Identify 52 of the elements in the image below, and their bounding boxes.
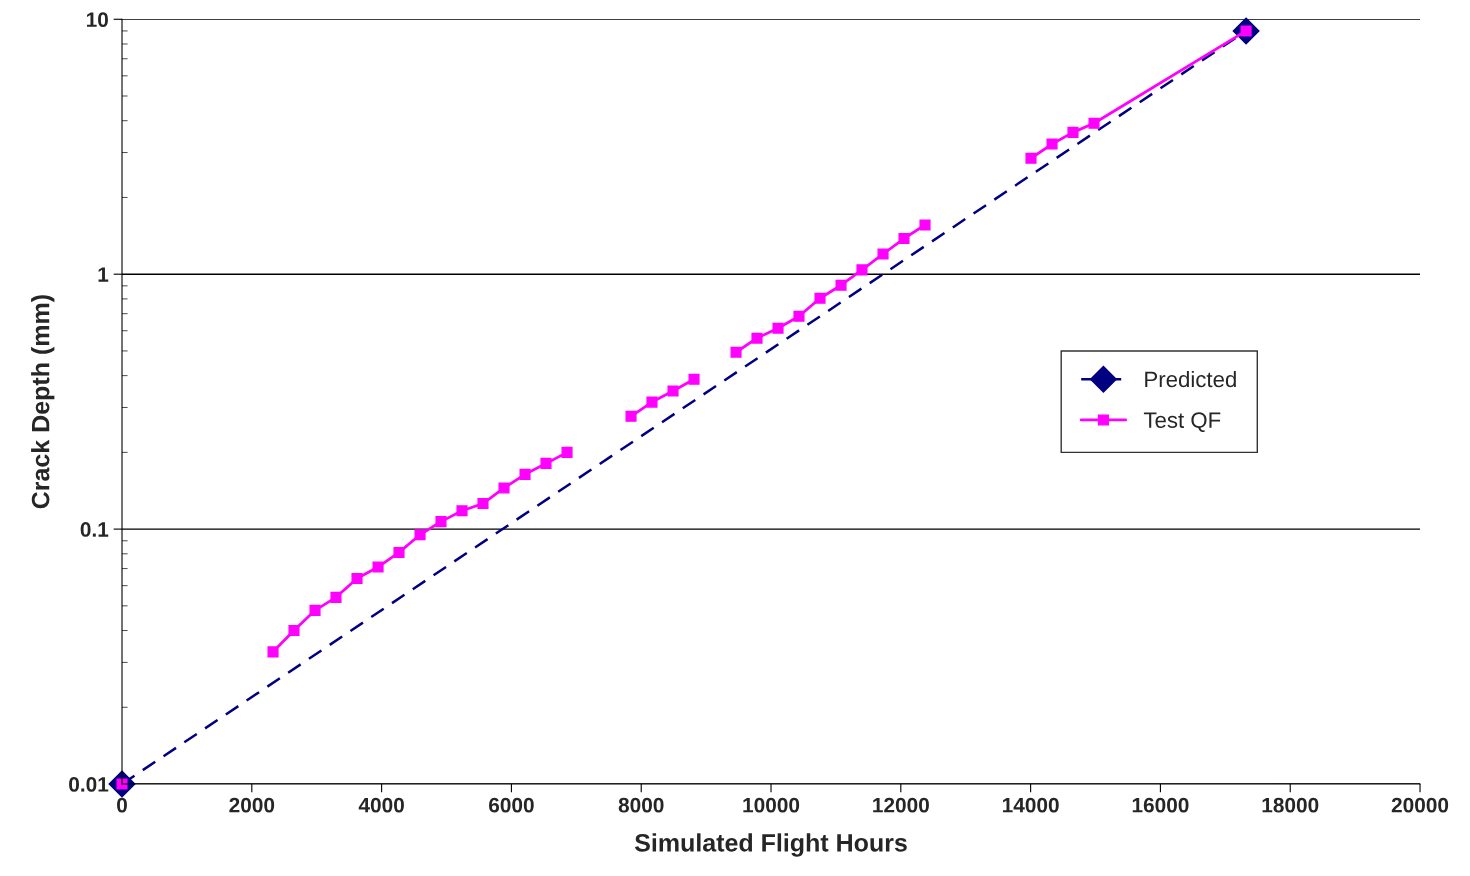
point xyxy=(1088,117,1100,129)
point xyxy=(856,264,868,276)
point xyxy=(309,604,321,616)
point xyxy=(751,332,763,344)
point xyxy=(877,248,889,260)
legend-label: Test QF xyxy=(1143,412,1221,432)
point xyxy=(456,505,468,517)
y-tick-label: 10 xyxy=(86,12,108,28)
x-tick-label: 18000 xyxy=(1262,797,1319,813)
point xyxy=(730,346,742,358)
point xyxy=(477,497,489,510)
y-axis-title: Crack Depth (mm) xyxy=(31,295,55,509)
point xyxy=(1046,138,1058,150)
x-tick-label: 6000 xyxy=(489,797,534,813)
x-tick-label: 8000 xyxy=(618,797,664,813)
x-tick-label: 14000 xyxy=(1002,797,1059,813)
point xyxy=(372,561,384,573)
y-tick-label: 0.01 xyxy=(69,777,109,792)
point xyxy=(267,646,279,658)
point xyxy=(1025,152,1037,164)
point xyxy=(561,446,573,458)
point xyxy=(835,279,847,291)
point xyxy=(288,624,300,637)
point xyxy=(330,591,342,603)
point xyxy=(814,292,826,304)
point xyxy=(667,385,679,397)
y-tick-label: 0.1 xyxy=(80,522,109,537)
point xyxy=(393,546,405,558)
x-tick-label: 10000 xyxy=(743,797,800,813)
legend-label: Predicted xyxy=(1145,370,1236,388)
point xyxy=(435,516,447,528)
y-tick-label: 1 xyxy=(98,267,109,282)
point xyxy=(1067,126,1079,138)
point xyxy=(519,468,531,480)
x-tick-label: 20000 xyxy=(1391,797,1449,813)
point xyxy=(540,457,552,469)
point xyxy=(625,410,637,422)
x-tick-label: 2000 xyxy=(229,797,275,813)
point xyxy=(898,232,910,245)
x-tick-label: 4000 xyxy=(358,797,404,813)
point xyxy=(646,396,658,408)
point xyxy=(772,322,784,334)
point xyxy=(919,219,931,231)
point xyxy=(498,482,510,494)
point xyxy=(793,310,805,322)
x-tick-label: 12000 xyxy=(873,797,929,813)
x-tick-label: 0 xyxy=(117,797,127,813)
point xyxy=(414,529,426,541)
point xyxy=(351,572,363,585)
x-tick-label: 16000 xyxy=(1132,797,1189,813)
point xyxy=(688,373,700,385)
x-axis-title: Simulated Flight Hours xyxy=(634,833,907,857)
